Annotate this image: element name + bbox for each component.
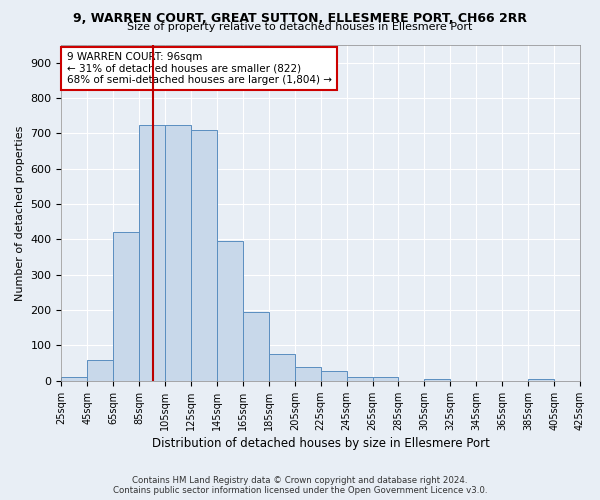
- Bar: [88, 360, 113, 381]
- Text: 9 WARREN COURT: 96sqm
← 31% of detached houses are smaller (822)
68% of semi-det: 9 WARREN COURT: 96sqm ← 31% of detached …: [67, 52, 332, 85]
- X-axis label: Distribution of detached houses by size in Ellesmere Port: Distribution of detached houses by size …: [152, 437, 490, 450]
- Bar: [61, 378, 88, 381]
- Bar: [321, 371, 347, 381]
- Bar: [191, 130, 217, 381]
- Bar: [295, 366, 321, 381]
- Bar: [347, 378, 373, 381]
- Bar: [139, 124, 165, 381]
- Bar: [424, 379, 451, 381]
- Bar: [269, 354, 295, 381]
- Bar: [113, 232, 139, 381]
- Text: Size of property relative to detached houses in Ellesmere Port: Size of property relative to detached ho…: [127, 22, 473, 32]
- Bar: [243, 312, 269, 381]
- Bar: [217, 241, 243, 381]
- Bar: [528, 379, 554, 381]
- Y-axis label: Number of detached properties: Number of detached properties: [15, 125, 25, 300]
- Bar: [373, 378, 398, 381]
- Bar: [165, 124, 191, 381]
- Text: Contains HM Land Registry data © Crown copyright and database right 2024.
Contai: Contains HM Land Registry data © Crown c…: [113, 476, 487, 495]
- Text: 9, WARREN COURT, GREAT SUTTON, ELLESMERE PORT, CH66 2RR: 9, WARREN COURT, GREAT SUTTON, ELLESMERE…: [73, 12, 527, 26]
